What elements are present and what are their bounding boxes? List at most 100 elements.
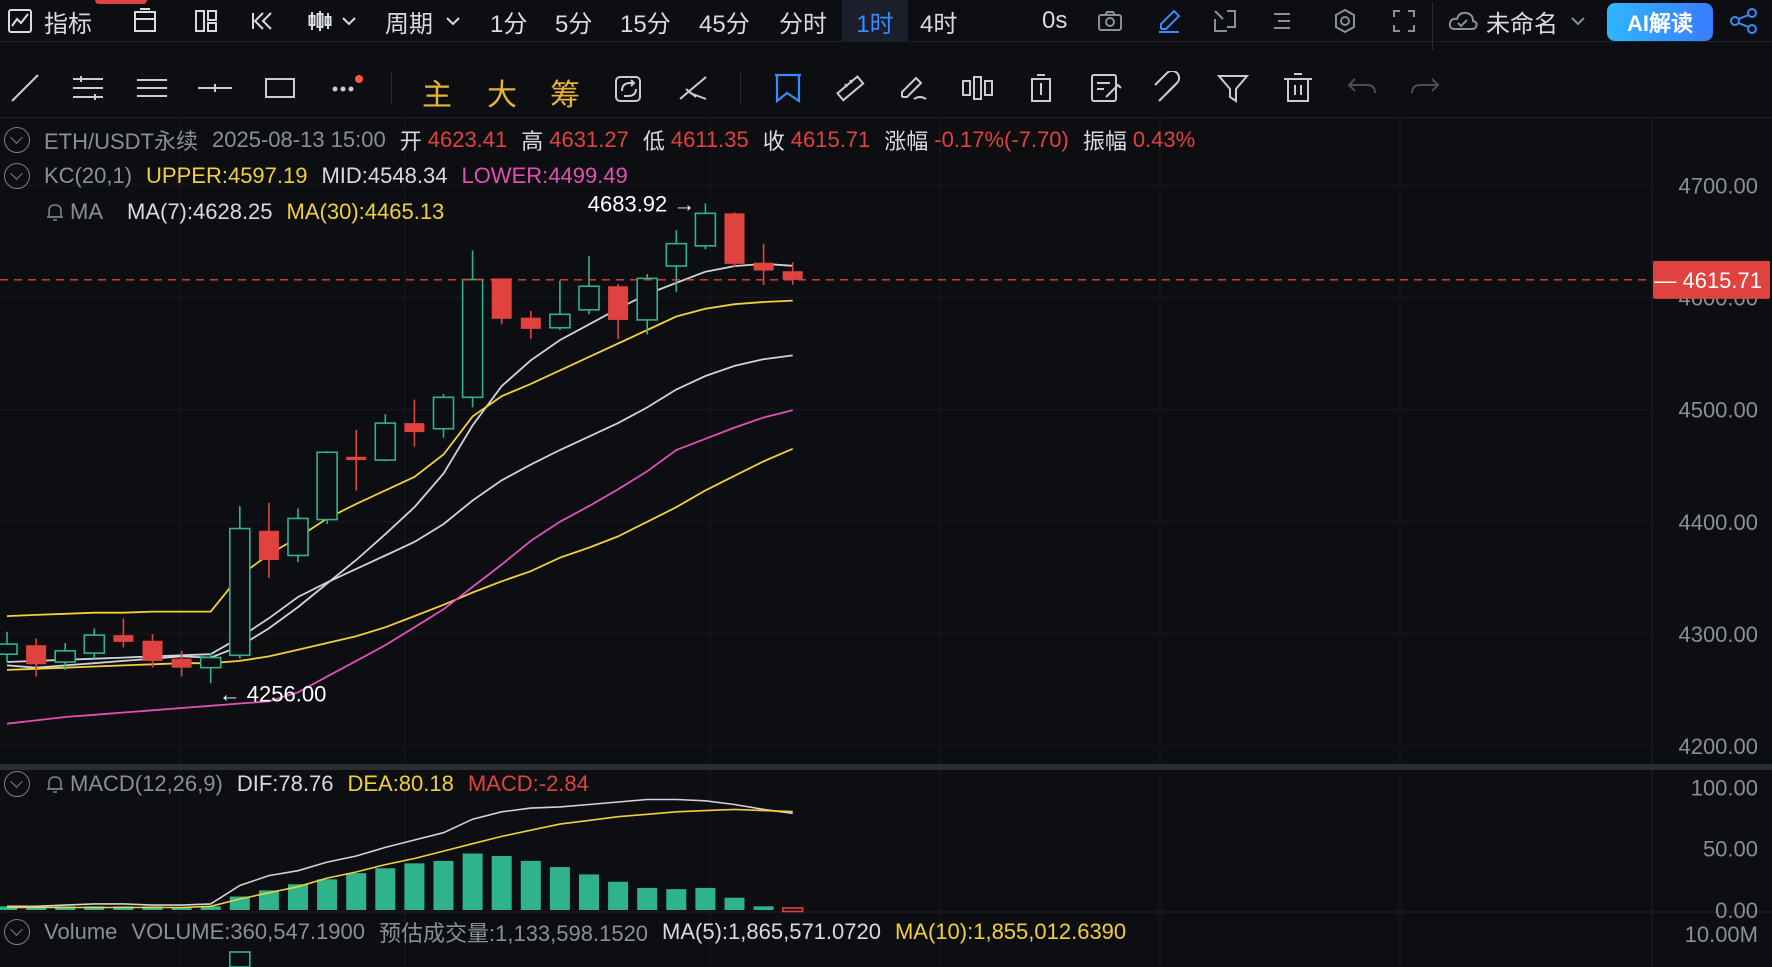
- collapse-toggle[interactable]: [4, 163, 30, 189]
- change-value: -0.17%(-7.70): [934, 127, 1069, 152]
- divider: [740, 72, 741, 104]
- ma-legend: MA MA(7):4628.25 MA(30):4465.13: [44, 197, 458, 227]
- macd-axis-tick: 100.00: [1691, 775, 1758, 800]
- candle: [461, 250, 484, 408]
- open-value: 4623.41: [427, 127, 508, 152]
- countdown: 0s: [1042, 7, 1068, 34]
- measure-icon[interactable]: [676, 71, 710, 105]
- price-axis-tick: 4200.00: [1678, 734, 1758, 759]
- timeframe-line[interactable]: 分时: [779, 10, 827, 38]
- candle-body: [199, 656, 222, 669]
- candle: [113, 618, 134, 648]
- big-order-toggle[interactable]: 大: [487, 78, 517, 113]
- candle-body: [83, 634, 106, 654]
- ruler-icon[interactable]: [833, 71, 867, 105]
- candle-body: [0, 643, 18, 655]
- bell-icon[interactable]: [44, 773, 66, 795]
- candle-body: [54, 650, 77, 663]
- pen-icon[interactable]: [1155, 7, 1183, 35]
- macd-legend: MACD(12,26,9) DIF:78.76 DEA:80.18 MACD:-…: [4, 769, 603, 799]
- note-icon[interactable]: [1088, 71, 1122, 105]
- settings-icon[interactable]: [1331, 7, 1359, 35]
- fib-lines-icon[interactable]: [135, 71, 169, 105]
- bell-icon[interactable]: [44, 201, 66, 223]
- indicator-icon[interactable]: [6, 7, 34, 35]
- kc-mid: MID:4548.34: [321, 163, 448, 188]
- brush-icon[interactable]: [896, 71, 930, 105]
- candle-body: [491, 278, 512, 319]
- workspace-name[interactable]: 未命名: [1486, 10, 1558, 38]
- candle-body: [142, 640, 163, 661]
- candle-body: [549, 313, 571, 329]
- macd-bar: [346, 873, 367, 910]
- chip-distribution-toggle[interactable]: 筹: [550, 78, 580, 113]
- redo-icon[interactable]: [1408, 71, 1442, 105]
- divider: [1432, 2, 1433, 50]
- macd-axis-tick: 0.00: [1715, 898, 1758, 923]
- camera-icon[interactable]: [1096, 7, 1124, 35]
- more-icon[interactable]: [329, 71, 363, 105]
- macd-bar: [375, 868, 396, 910]
- collapse-toggle[interactable]: [4, 771, 30, 797]
- cloud-icon[interactable]: [1447, 7, 1479, 35]
- magnet-icon[interactable]: [1153, 71, 1187, 105]
- trash-icon[interactable]: [1281, 71, 1315, 105]
- bookmark-icon[interactable]: [771, 71, 805, 105]
- open-label: 开: [399, 129, 422, 154]
- timeframe-4h[interactable]: 4时: [920, 10, 958, 38]
- trendline-icon[interactable]: [8, 71, 42, 105]
- candle: [171, 650, 192, 677]
- collapse-toggle[interactable]: [4, 919, 30, 945]
- multi-chart-icon[interactable]: [192, 7, 220, 35]
- candle-body: [782, 271, 803, 280]
- ai-analysis-button[interactable]: AI解读: [1607, 3, 1713, 41]
- fullscreen-icon[interactable]: [1390, 7, 1418, 35]
- rectangle-icon[interactable]: [263, 71, 297, 105]
- timeframe-5m[interactable]: 5分: [555, 10, 593, 38]
- chart-type-icon[interactable]: [306, 7, 334, 35]
- candle: [316, 451, 338, 525]
- volume-ma5: MA(5):1,865,571.0720: [662, 919, 881, 944]
- close-label: 收: [762, 129, 785, 154]
- candle-body: [694, 212, 717, 247]
- collapse-toggle[interactable]: [4, 127, 30, 153]
- chevron-down-icon[interactable]: [338, 10, 360, 32]
- refresh-icon[interactable]: [612, 71, 646, 105]
- replay-icon[interactable]: [249, 7, 277, 35]
- close-value: 4615.71: [790, 127, 871, 152]
- layout-icon[interactable]: [131, 7, 159, 35]
- undo-icon[interactable]: [1345, 71, 1379, 105]
- window-icon[interactable]: [1211, 7, 1239, 35]
- chevron-down-icon[interactable]: [1567, 10, 1589, 32]
- main-indicator-toggle[interactable]: 主: [422, 78, 452, 113]
- indicator-button[interactable]: 指标: [44, 10, 92, 38]
- macd-value: MACD:-2.84: [467, 771, 589, 796]
- list-icon[interactable]: [1268, 7, 1296, 35]
- candle-body: [287, 517, 309, 557]
- share-icon[interactable]: [1728, 7, 1760, 35]
- candle: [491, 278, 512, 325]
- filter-icon[interactable]: [1216, 71, 1250, 105]
- period-button[interactable]: 周期: [385, 10, 433, 38]
- change-label: 涨幅: [884, 129, 929, 154]
- candle: [26, 638, 47, 677]
- timeframe-1m[interactable]: 1分: [490, 10, 528, 38]
- timeframe-15m[interactable]: 15分: [620, 10, 671, 38]
- macd-bar: [695, 887, 716, 910]
- volume-name: Volume: [44, 919, 118, 944]
- timeframe-45m[interactable]: 45分: [699, 10, 750, 38]
- parallel-lines-icon[interactable]: [71, 71, 105, 105]
- order-icon[interactable]: [1024, 71, 1058, 105]
- candle: [578, 255, 600, 315]
- candle: [636, 273, 659, 335]
- timeframe-1h[interactable]: 1时: [842, 0, 908, 42]
- chevron-down-icon[interactable]: [442, 10, 464, 32]
- macd-dif-line: [7, 798, 793, 908]
- horizontal-line-icon[interactable]: [198, 71, 232, 105]
- macd-bar: [608, 881, 629, 910]
- candle: [258, 502, 279, 578]
- candle-compare-icon[interactable]: [960, 71, 994, 105]
- price-axis-tick: 4400.00: [1678, 510, 1758, 535]
- candle: [549, 280, 571, 331]
